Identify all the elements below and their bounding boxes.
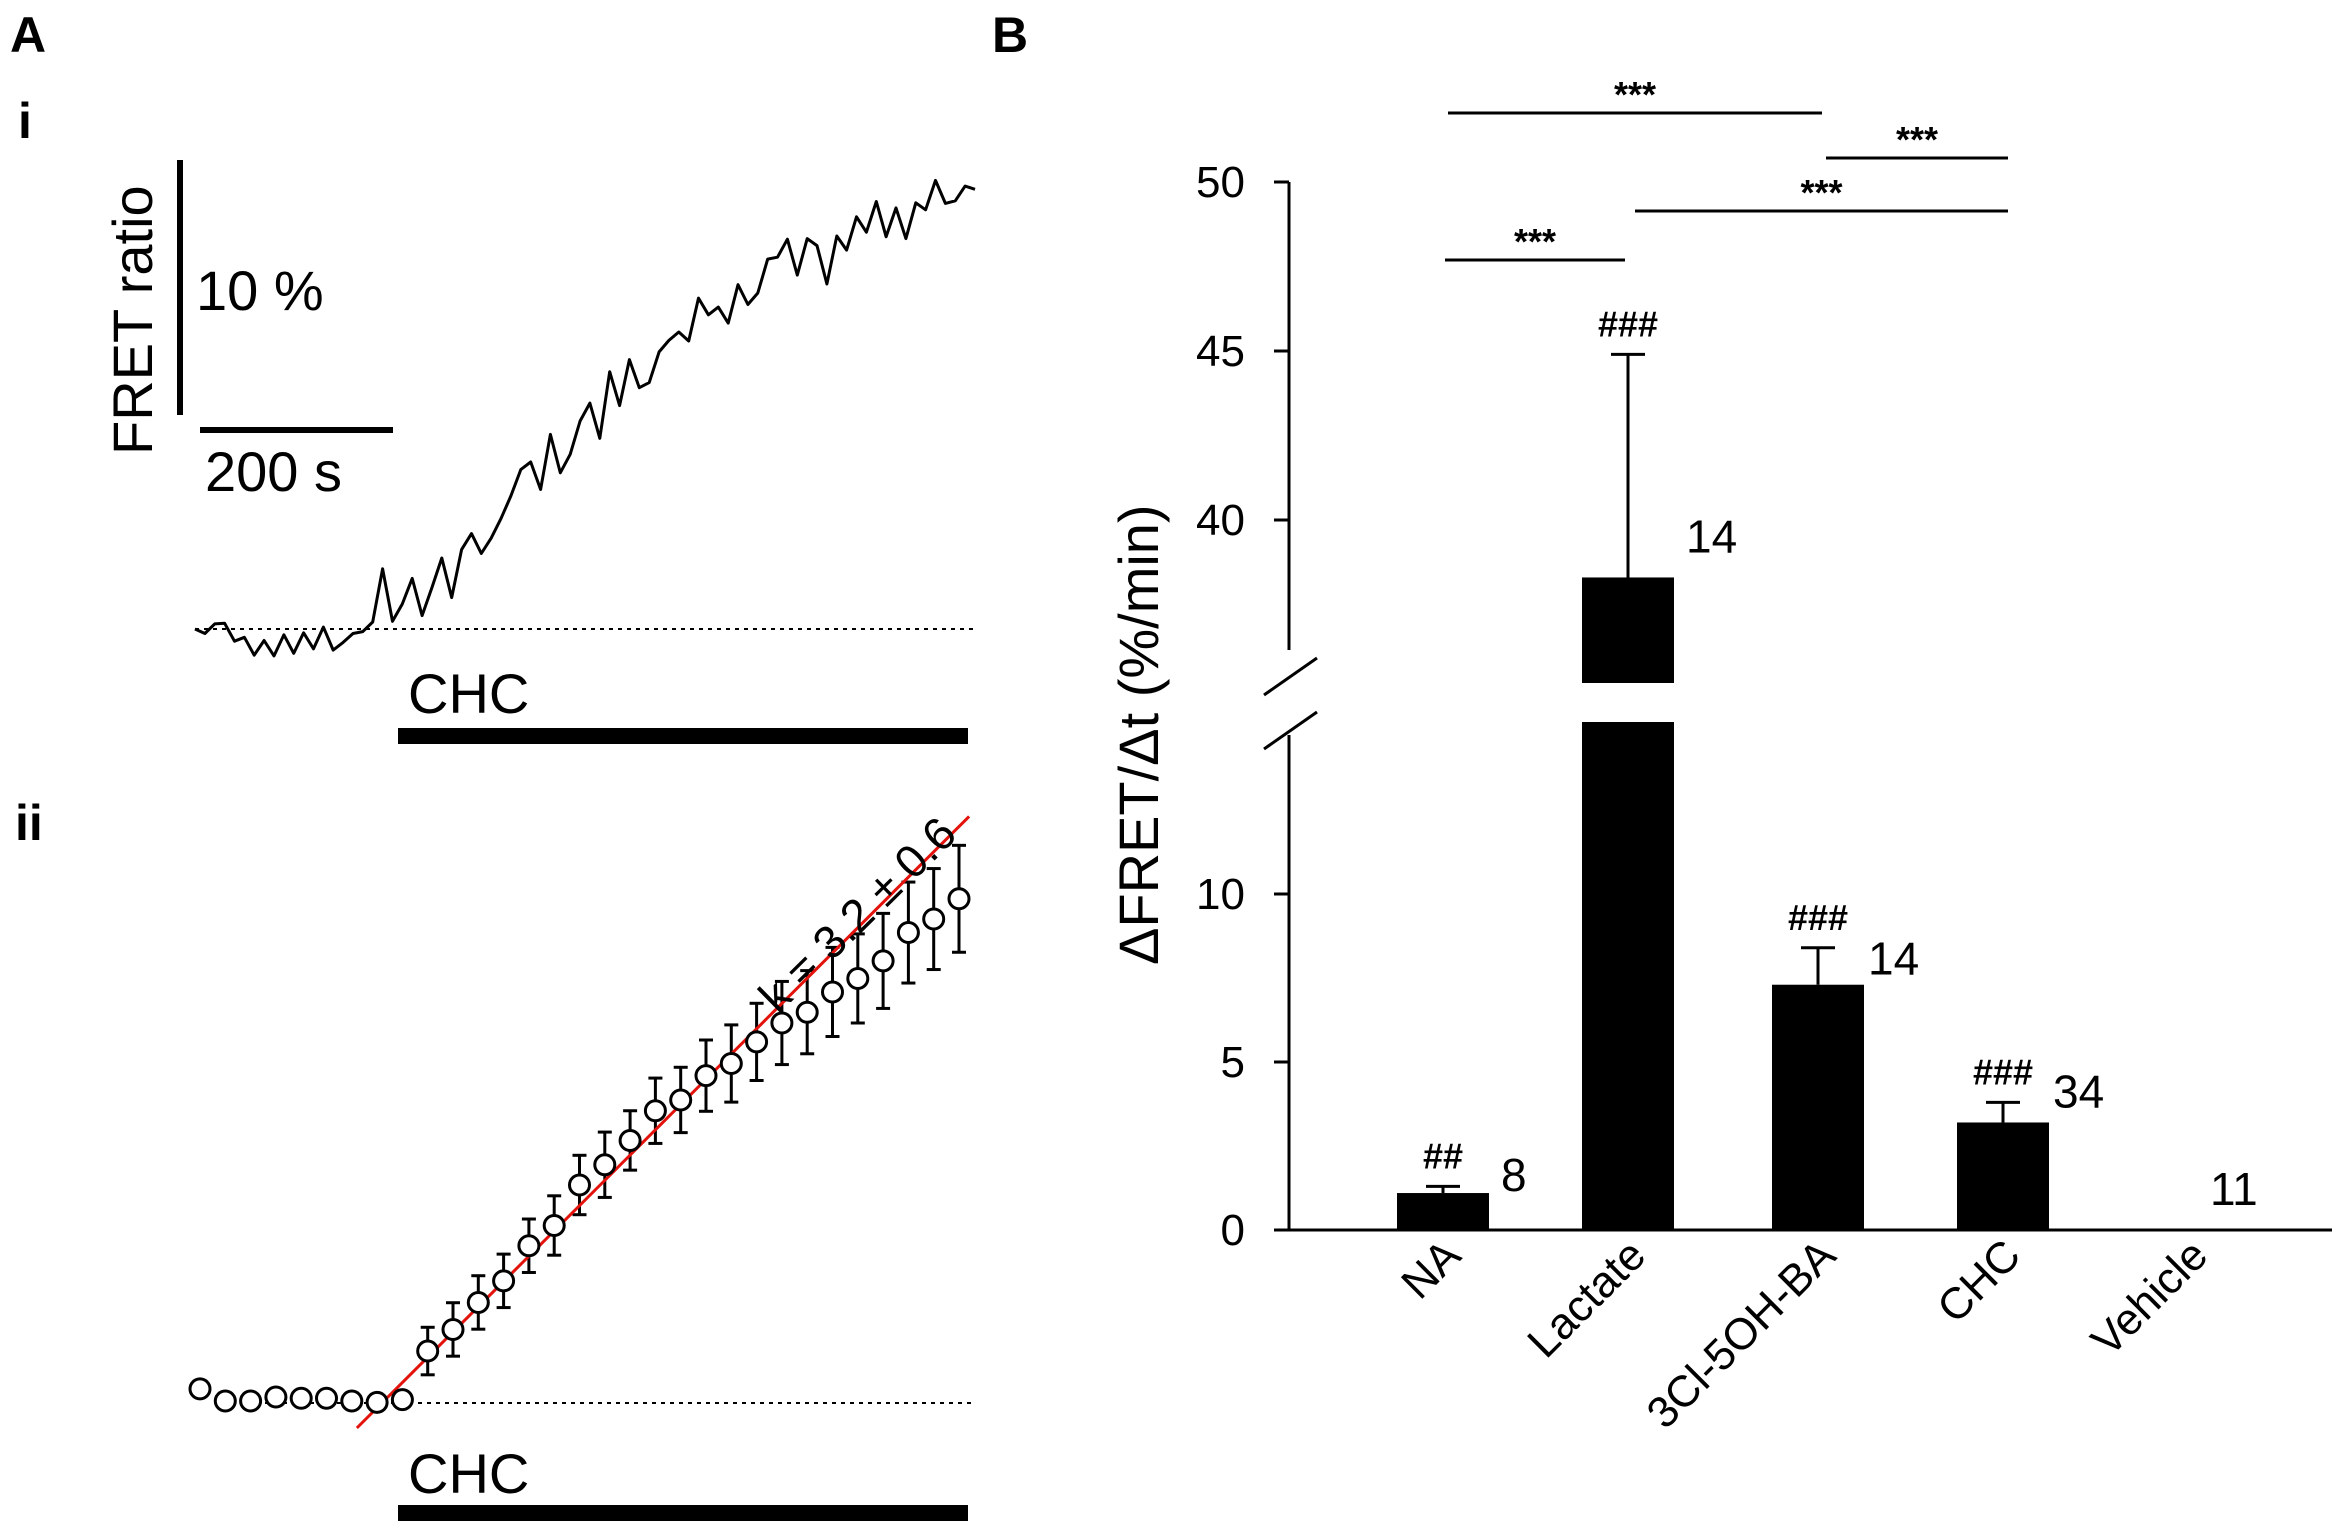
bar xyxy=(1957,1122,2049,1230)
n-label: 8 xyxy=(1501,1149,1527,1201)
data-point xyxy=(213,1389,237,1413)
data-point xyxy=(239,1389,263,1413)
panel-a-ii: k = 3.2 ± 0.6 CHC xyxy=(188,807,975,1521)
bar-upper-segment xyxy=(1582,577,1674,683)
bar-lower-segment xyxy=(1582,722,1674,1230)
hash-mark: ### xyxy=(1973,1051,2033,1092)
bars: ## 8 NA ### 14 Lactate ### 14 3Cl-5OH-BA ### 34 CHC… xyxy=(1392,303,2258,1438)
panel-b-bar-chart: ΔFRET/Δt (%/min) 0 5 10 40 45 50 ## 8 NA ### 14 La… xyxy=(1107,74,2332,1438)
category-label: 3Cl-5OH-BA xyxy=(1638,1230,1846,1438)
category-label: NA xyxy=(1392,1230,1470,1308)
data-point xyxy=(264,1385,288,1409)
hash-mark: ### xyxy=(1788,897,1848,938)
subpanel-ii-label: ii xyxy=(15,795,43,851)
hash-mark: ## xyxy=(1423,1135,1463,1176)
scale-y-label: FRET ratio xyxy=(101,185,164,455)
y-tick-label: 45 xyxy=(1196,327,1245,376)
trace-ii-points xyxy=(188,887,971,1414)
scale-x-value: 200 s xyxy=(205,440,342,503)
data-point xyxy=(289,1386,313,1410)
y-axis-label: ΔFRET/Δt (%/min) xyxy=(1107,504,1170,965)
axis-break-mark-upper xyxy=(1263,656,1318,697)
drug-label-ii: CHC xyxy=(408,1442,529,1505)
data-point xyxy=(365,1390,389,1414)
category-label: CHC xyxy=(1928,1230,2030,1332)
data-point xyxy=(694,1064,718,1088)
panel-a-letter: A xyxy=(10,7,46,63)
data-point xyxy=(568,1173,591,1197)
n-label: 14 xyxy=(1686,510,1737,562)
bar xyxy=(1397,1193,1489,1230)
hash-mark: ### xyxy=(1598,303,1658,344)
y-tick-label: 10 xyxy=(1196,870,1245,919)
bar xyxy=(1772,984,1864,1230)
data-point xyxy=(618,1128,642,1152)
data-point xyxy=(821,980,844,1004)
scale-y-value: 10 % xyxy=(196,259,324,322)
fret-trace-i xyxy=(194,178,976,658)
data-point xyxy=(745,1030,769,1054)
data-point xyxy=(770,1011,794,1035)
data-point xyxy=(517,1234,541,1258)
y-tick-label: 50 xyxy=(1196,158,1245,207)
data-point xyxy=(669,1088,693,1112)
data-point xyxy=(871,949,895,973)
data-point xyxy=(643,1099,667,1123)
significance-stars: *** xyxy=(1614,74,1656,115)
panel-a-i: FRET ratio 10 % 200 s CHC xyxy=(101,160,976,744)
y-tick-label: 40 xyxy=(1196,496,1245,545)
data-point xyxy=(340,1389,364,1413)
category-label: Vehicle xyxy=(2082,1230,2217,1365)
data-point xyxy=(922,907,946,931)
data-point xyxy=(492,1269,516,1293)
subpanel-i-label: i xyxy=(18,93,32,149)
data-point xyxy=(416,1339,440,1363)
significance-stars: *** xyxy=(1896,119,1938,160)
trace-ii-error-bars xyxy=(420,843,966,1377)
n-label: 34 xyxy=(2053,1065,2104,1117)
n-label: 11 xyxy=(2210,1163,2258,1215)
data-point xyxy=(188,1377,212,1401)
drug-label-i: CHC xyxy=(408,662,529,725)
data-point xyxy=(947,887,971,911)
data-point xyxy=(315,1386,338,1410)
panel-b-letter: B xyxy=(992,7,1028,63)
data-point xyxy=(593,1153,617,1177)
data-point xyxy=(441,1317,465,1341)
data-point xyxy=(846,966,870,990)
y-tick-label: 5 xyxy=(1221,1038,1245,1087)
data-point xyxy=(466,1290,490,1314)
data-point xyxy=(390,1388,414,1412)
axis-break-mark-lower xyxy=(1263,710,1318,751)
y-tick-label: 0 xyxy=(1221,1206,1245,1255)
significance-brackets: *** *** *** *** xyxy=(1445,74,2008,262)
data-point xyxy=(719,1052,743,1075)
significance-stars: *** xyxy=(1800,172,1842,213)
significance-stars: *** xyxy=(1514,221,1556,262)
n-label: 14 xyxy=(1868,933,1919,985)
data-point xyxy=(896,921,920,945)
category-label: Lactate xyxy=(1518,1230,1655,1367)
y-ticks: 0 5 10 40 45 50 xyxy=(1196,158,1289,1255)
data-point xyxy=(795,1000,819,1024)
data-point xyxy=(542,1214,566,1237)
